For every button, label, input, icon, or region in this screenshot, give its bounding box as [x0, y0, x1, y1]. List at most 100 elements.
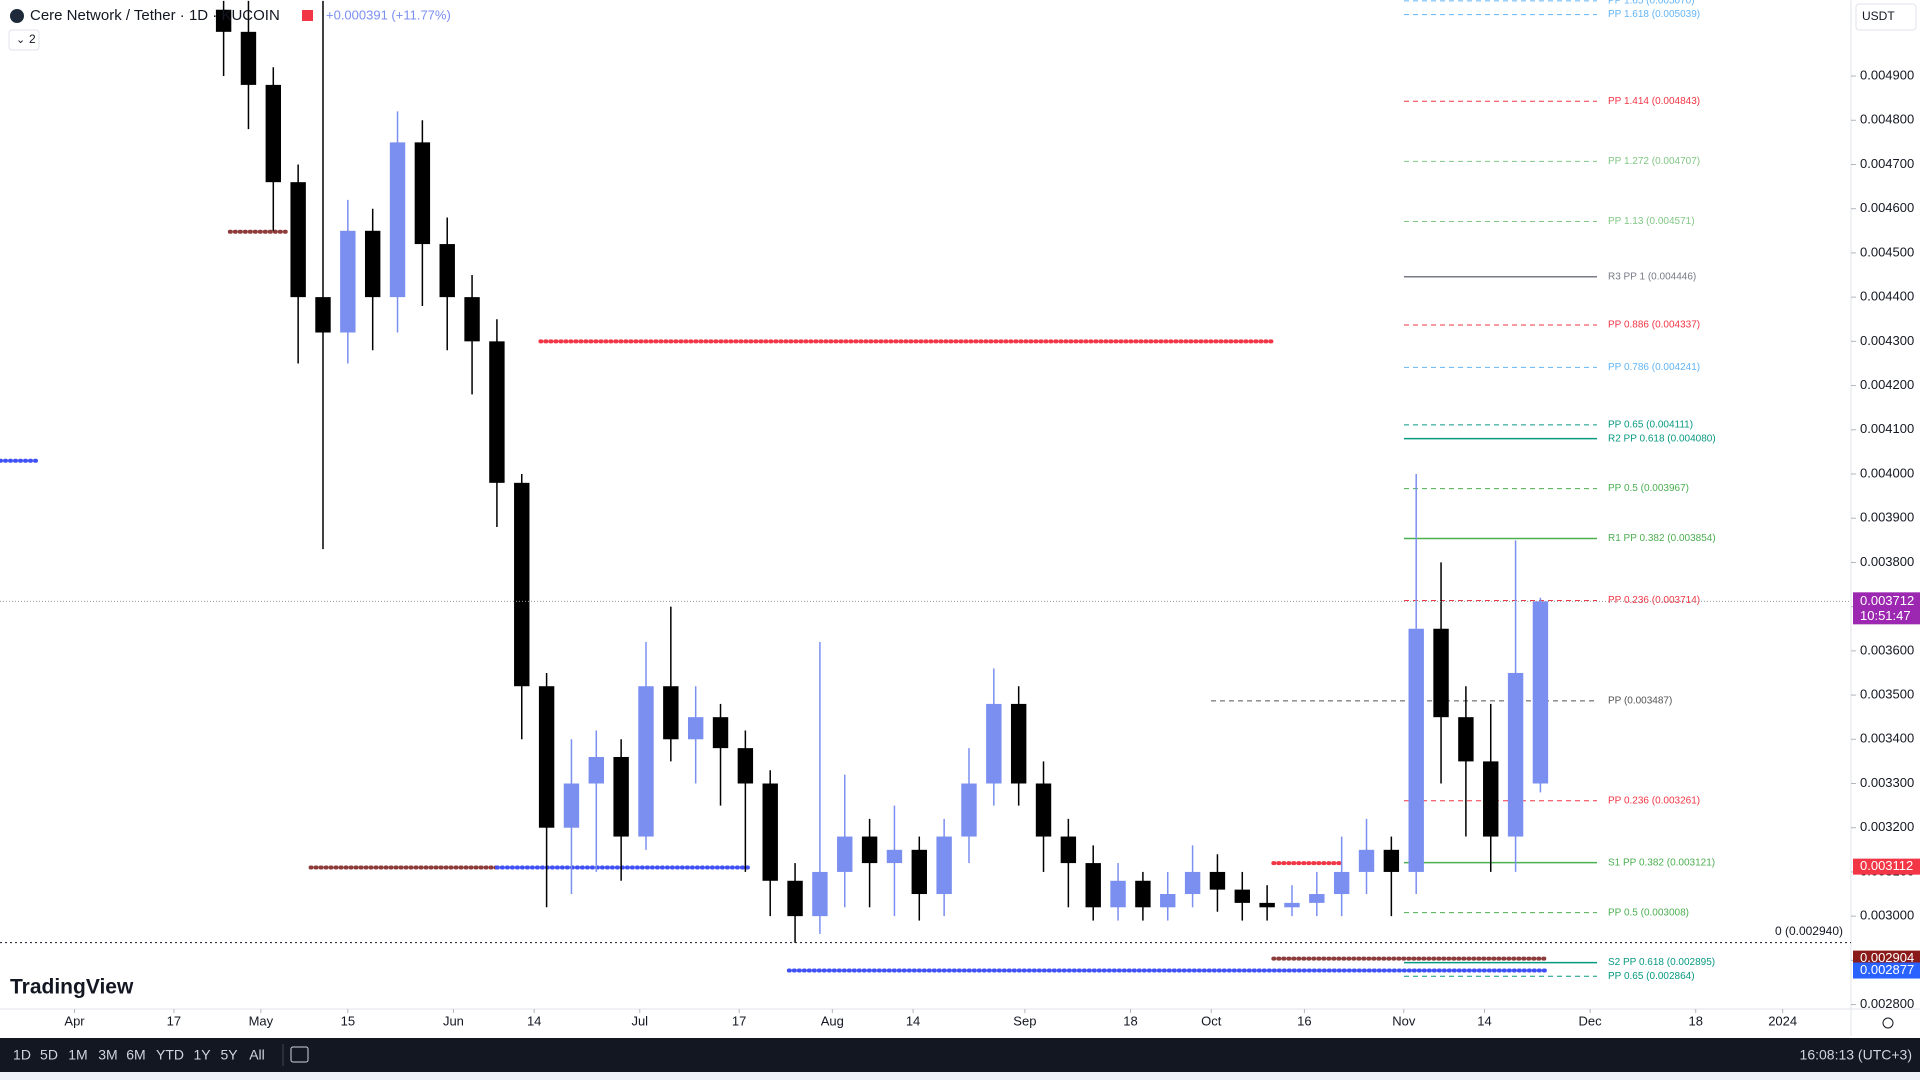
baseline-label: 0 (0.002940)	[1775, 924, 1843, 938]
pivot-level-label: PP 0.65 (0.004111)	[1608, 420, 1693, 431]
y-tick-label: 0.004300	[1860, 333, 1914, 348]
candle-body	[936, 836, 952, 895]
candle-body	[638, 686, 654, 837]
candle-body	[961, 783, 977, 837]
candle-body	[1085, 863, 1101, 908]
bottom-toolbar	[0, 1038, 1920, 1072]
candle-body	[588, 756, 604, 784]
price-change: +0.000391 (+11.77%)	[326, 7, 451, 22]
clock: 16:08:13 (UTC+3)	[1800, 1047, 1912, 1063]
candle-body	[1284, 902, 1300, 908]
candle-body	[1358, 849, 1375, 872]
x-tick-label: 14	[1477, 1013, 1491, 1028]
candle-body	[762, 783, 778, 881]
candle-body	[986, 703, 1002, 784]
currency-label: USDT	[1862, 9, 1895, 23]
range-button[interactable]: 6M	[126, 1047, 145, 1063]
candle-body	[1458, 717, 1474, 762]
range-button[interactable]: YTD	[156, 1047, 184, 1063]
indicator-toggle[interactable]	[8, 29, 40, 51]
candle-body	[340, 230, 356, 333]
candle-body	[663, 686, 679, 740]
y-tick-label: 0.003200	[1860, 819, 1914, 834]
price-tag-label: 0.002904	[1860, 950, 1914, 965]
candle-body	[1010, 703, 1027, 784]
x-tick-label: Nov	[1392, 1013, 1416, 1028]
pivot-level-label: R1 PP 0.382 (0.003854)	[1608, 533, 1716, 544]
candle-body	[464, 297, 480, 342]
candle-body	[1135, 880, 1151, 908]
candle-body	[1060, 836, 1077, 864]
candle-body	[837, 836, 853, 872]
symbol-title[interactable]: Cere Network / Tether · 1D · KUCOIN	[30, 7, 280, 24]
y-tick-label: 0.003500	[1860, 687, 1914, 702]
x-tick-label: May	[249, 1013, 274, 1028]
countdown-label: 10:51:47	[1860, 608, 1911, 623]
settings-icon[interactable]	[1882, 1017, 1894, 1029]
candle-body	[812, 871, 828, 917]
candle-body	[1532, 601, 1549, 784]
candle-body	[364, 230, 381, 298]
x-tick-label: 14	[906, 1013, 920, 1028]
range-button[interactable]: 3M	[98, 1047, 117, 1063]
candle-body	[613, 756, 629, 837]
chevron: ⌄	[16, 34, 25, 46]
y-tick-label: 0.003400	[1860, 731, 1914, 746]
range-button[interactable]: 1M	[68, 1047, 87, 1063]
range-button[interactable]: 1D	[13, 1047, 31, 1063]
candle-body	[414, 142, 431, 245]
price-tag-label: 0.003112	[1860, 858, 1913, 873]
range-button[interactable]: All	[249, 1047, 265, 1063]
candle-body	[489, 341, 505, 483]
x-tick-label: 18	[1688, 1013, 1702, 1028]
pivot-level-label: S2 PP 0.618 (0.002895)	[1608, 957, 1715, 968]
y-tick-label: 0.003800	[1860, 554, 1914, 569]
candle-body	[737, 748, 754, 784]
pivot-level-label: PP 0.236 (0.003261)	[1608, 795, 1700, 806]
range-button[interactable]: 5D	[40, 1047, 58, 1063]
range-button[interactable]: 5Y	[220, 1047, 238, 1063]
candle-body	[1483, 761, 1499, 837]
candle-body	[1209, 871, 1226, 890]
currency-select[interactable]	[1855, 3, 1917, 31]
x-tick-label: 15	[341, 1013, 355, 1028]
x-tick-label: Apr	[64, 1013, 85, 1028]
candle-body	[712, 717, 729, 749]
overlay: 0.0028000.0029000.0030000.0031000.003200…	[64, 67, 1920, 1028]
candle-body	[315, 297, 331, 333]
price-tag	[1853, 858, 1920, 875]
candle-body	[911, 849, 927, 895]
y-tick-label: 0.003300	[1860, 775, 1914, 790]
y-tick-label: 0.004500	[1860, 244, 1914, 259]
pivot-level-label: PP 1.65 (0.005070)	[1608, 0, 1695, 7]
candle-body	[1383, 849, 1400, 872]
candle-body	[215, 9, 232, 32]
candle-body	[538, 686, 555, 828]
candle-body	[240, 31, 257, 85]
y-tick-label: 0.004200	[1860, 377, 1914, 392]
pivot-level-label: PP 0.236 (0.003714)	[1608, 595, 1700, 606]
candle-body	[1309, 894, 1325, 903]
x-tick-label: Aug	[821, 1013, 844, 1028]
x-tick-label: 17	[167, 1013, 181, 1028]
y-tick-label: 0.004700	[1860, 156, 1914, 171]
y-tick-label: 0.003600	[1860, 642, 1914, 657]
symbol-icon	[10, 9, 24, 23]
candle-body	[290, 182, 306, 298]
candle-body	[439, 244, 455, 298]
y-tick-label: 0.004100	[1860, 421, 1914, 436]
range-button[interactable]: 1Y	[193, 1047, 211, 1063]
y-tick-label: 0.004400	[1860, 289, 1914, 304]
candle-body	[1110, 880, 1126, 908]
x-tick-label: Oct	[1201, 1013, 1222, 1028]
candle-body	[265, 84, 282, 183]
last-price-tag	[1853, 592, 1920, 625]
y-tick-label: 0.004000	[1860, 465, 1914, 480]
pivot-level-label: PP 0.5 (0.003967)	[1608, 483, 1689, 494]
date-range-button[interactable]	[290, 1046, 309, 1063]
indicator-count: 2	[29, 32, 36, 46]
candle-body	[1035, 783, 1052, 837]
candle-body	[1433, 628, 1449, 718]
